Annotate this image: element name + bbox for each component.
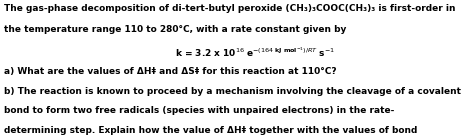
Text: bond to form two free radicals (species with unpaired electrons) in the rate-: bond to form two free radicals (species … bbox=[4, 106, 394, 115]
Text: b) The reaction is known to proceed by a mechanism involving the cleavage of a c: b) The reaction is known to proceed by a… bbox=[4, 87, 461, 96]
Text: the temperature range 110 to 280°C, with a rate constant given by: the temperature range 110 to 280°C, with… bbox=[4, 25, 346, 34]
Text: a) What are the values of ΔH‡ and ΔS‡ for this reaction at 110°C?: a) What are the values of ΔH‡ and ΔS‡ fo… bbox=[4, 67, 337, 76]
Text: The gas-phase decomposition of di-tert-butyl peroxide (CH₃)₃COOC(CH₃)₃ is first-: The gas-phase decomposition of di-tert-b… bbox=[4, 4, 456, 13]
Text: k = 3.2 x 10$^{16}$ e$^{-(164\ \mathregular{kJ\ mol}^{-1})/RT}$ s$^{-1}$: k = 3.2 x 10$^{16}$ e$^{-(164\ \mathregu… bbox=[175, 46, 336, 59]
Text: determining step. Explain how the value of ΔH‡ together with the values of bond: determining step. Explain how the value … bbox=[4, 126, 417, 135]
